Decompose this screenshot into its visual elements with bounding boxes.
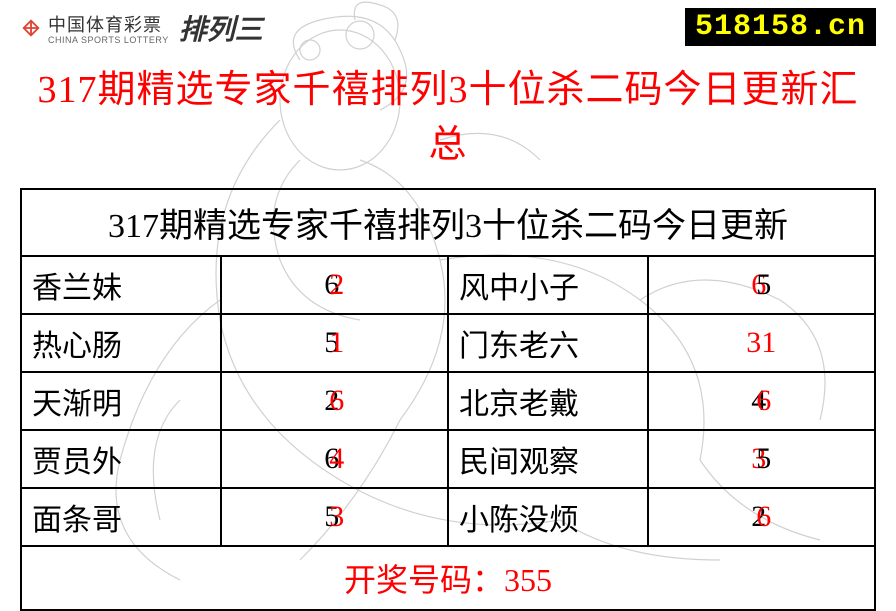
expert-pick: 35 xyxy=(648,430,875,488)
expert-name: 热心肠 xyxy=(21,314,221,372)
expert-pick: 46 xyxy=(648,372,875,430)
table-row: 天渐明26北京老戴46 xyxy=(21,372,875,430)
expert-name: 民间观察 xyxy=(448,430,648,488)
logo-brand: 排列三 xyxy=(179,8,263,48)
expert-pick: 31 xyxy=(648,314,875,372)
expert-pick: 26 xyxy=(221,372,448,430)
expert-pick: 53 xyxy=(221,488,448,546)
logo-en: CHINA SPORTS LOTTERY xyxy=(48,35,169,45)
expert-name: 风中小子 xyxy=(448,256,648,314)
expert-name: 北京老戴 xyxy=(448,372,648,430)
expert-pick: 26 xyxy=(648,488,875,546)
predictions-table: 317期精选专家千禧排列3十位杀二码今日更新 香兰妹62风中小子65热心肠51门… xyxy=(20,188,876,611)
logo-cn: 中国体育彩票 xyxy=(48,15,162,35)
expert-pick: 62 xyxy=(221,256,448,314)
page-title: 317期精选专家千禧排列3十位杀二码今日更新汇总 xyxy=(0,48,896,188)
logo-block: 中国体育彩票 CHINA SPORTS LOTTERY 排列三 xyxy=(20,8,263,48)
table-row: 热心肠51门东老六31 xyxy=(21,314,875,372)
table-row: 香兰妹62风中小子65 xyxy=(21,256,875,314)
expert-name: 贾员外 xyxy=(21,430,221,488)
expert-name: 小陈没烦 xyxy=(448,488,648,546)
table-row: 贾员外64民间观察35 xyxy=(21,430,875,488)
site-badge: 518158.cn xyxy=(685,8,876,46)
expert-name: 香兰妹 xyxy=(21,256,221,314)
logo-text: 中国体育彩票 CHINA SPORTS LOTTERY xyxy=(48,11,169,45)
lottery-logo-icon xyxy=(20,17,42,39)
expert-pick: 64 xyxy=(221,430,448,488)
header: 中国体育彩票 CHINA SPORTS LOTTERY 排列三 518158.c… xyxy=(0,0,896,48)
expert-pick: 51 xyxy=(221,314,448,372)
table-header: 317期精选专家千禧排列3十位杀二码今日更新 xyxy=(21,189,875,256)
table-row: 面条哥53小陈没烦26 xyxy=(21,488,875,546)
result-row: 开奖号码：355 xyxy=(21,546,875,610)
expert-name: 门东老六 xyxy=(448,314,648,372)
expert-pick: 65 xyxy=(648,256,875,314)
expert-name: 面条哥 xyxy=(21,488,221,546)
expert-name: 天渐明 xyxy=(21,372,221,430)
